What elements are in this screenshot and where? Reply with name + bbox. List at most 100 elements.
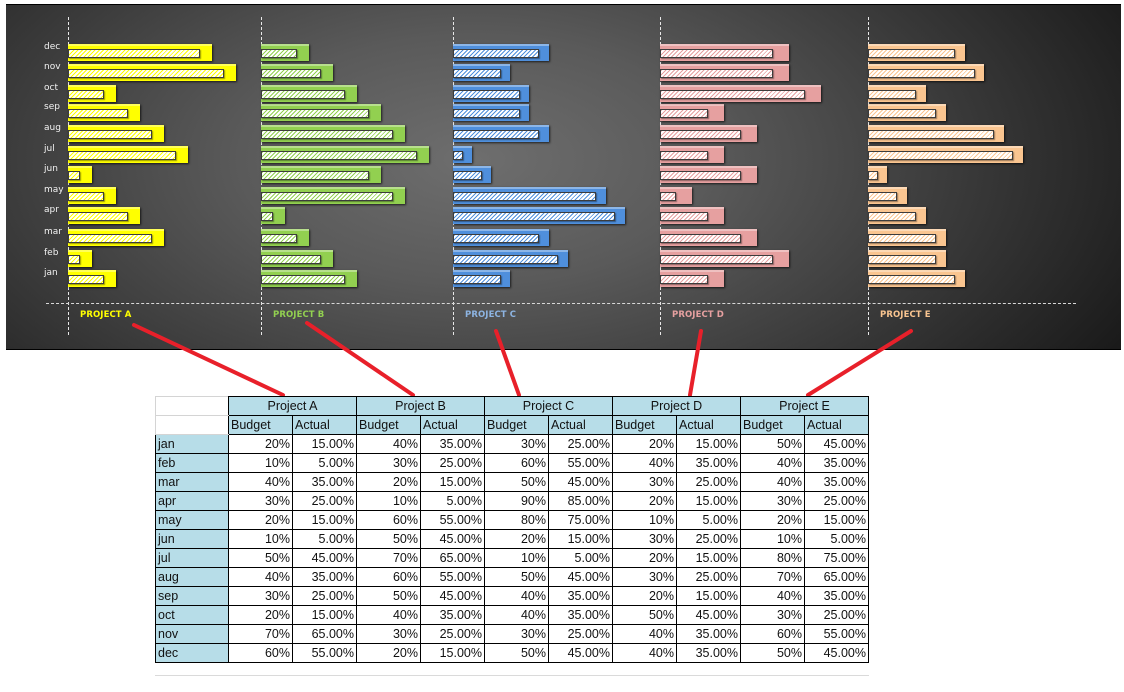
actual-value-cell[interactable]: 25.00% [548,434,613,454]
actual-value-cell[interactable]: 35.00% [292,472,357,492]
actual-value-cell[interactable]: 5.00% [548,548,613,568]
budget-value-cell[interactable]: 20% [612,548,677,568]
budget-value-cell[interactable]: 60% [356,510,421,530]
budget-value-cell[interactable]: 40% [612,453,677,473]
budget-value-cell[interactable]: 20% [484,529,549,549]
actual-value-cell[interactable]: 35.00% [804,586,869,606]
actual-value-cell[interactable]: 35.00% [420,605,485,625]
month-cell[interactable]: dec [155,643,229,663]
actual-value-cell[interactable]: 75.00% [548,510,613,530]
budget-header-cell[interactable]: Budget [740,415,805,435]
actual-value-cell[interactable]: 45.00% [548,567,613,587]
actual-value-cell[interactable]: 55.00% [804,624,869,644]
month-cell[interactable]: may [155,510,229,530]
actual-value-cell[interactable]: 45.00% [420,586,485,606]
actual-header-cell[interactable]: Actual [804,415,869,435]
month-cell[interactable]: nov [155,624,229,644]
budget-value-cell[interactable]: 20% [740,510,805,530]
budget-value-cell[interactable]: 40% [740,472,805,492]
actual-value-cell[interactable]: 15.00% [548,529,613,549]
actual-value-cell[interactable]: 35.00% [548,586,613,606]
actual-value-cell[interactable]: 45.00% [804,434,869,454]
budget-value-cell[interactable]: 80% [740,548,805,568]
budget-value-cell[interactable]: 20% [612,491,677,511]
actual-header-cell[interactable]: Actual [548,415,613,435]
project-header-cell[interactable]: Project B [356,396,485,416]
actual-value-cell[interactable]: 35.00% [548,605,613,625]
month-cell[interactable]: jun [155,529,229,549]
budget-value-cell[interactable]: 50% [356,529,421,549]
budget-value-cell[interactable]: 30% [740,605,805,625]
actual-value-cell[interactable]: 15.00% [676,586,741,606]
budget-value-cell[interactable]: 50% [228,548,293,568]
actual-value-cell[interactable]: 5.00% [804,529,869,549]
budget-value-cell[interactable]: 20% [228,434,293,454]
actual-value-cell[interactable]: 35.00% [420,434,485,454]
budget-value-cell[interactable]: 40% [484,586,549,606]
actual-value-cell[interactable]: 55.00% [292,643,357,663]
actual-value-cell[interactable]: 65.00% [420,548,485,568]
actual-header-cell[interactable]: Actual [676,415,741,435]
actual-header-cell[interactable]: Actual [292,415,357,435]
actual-value-cell[interactable]: 45.00% [676,605,741,625]
project-header-cell[interactable]: Project A [228,396,357,416]
budget-value-cell[interactable]: 30% [612,472,677,492]
budget-value-cell[interactable]: 10% [228,453,293,473]
actual-value-cell[interactable]: 15.00% [292,510,357,530]
budget-value-cell[interactable]: 50% [356,586,421,606]
budget-value-cell[interactable]: 40% [612,624,677,644]
actual-value-cell[interactable]: 15.00% [676,548,741,568]
actual-value-cell[interactable]: 15.00% [676,434,741,454]
actual-value-cell[interactable]: 25.00% [420,453,485,473]
actual-value-cell[interactable]: 35.00% [804,472,869,492]
budget-header-cell[interactable]: Budget [612,415,677,435]
actual-value-cell[interactable]: 15.00% [420,643,485,663]
budget-value-cell[interactable]: 50% [484,472,549,492]
month-cell[interactable]: sep [155,586,229,606]
budget-value-cell[interactable]: 30% [356,453,421,473]
month-cell[interactable]: jan [155,434,229,454]
budget-value-cell[interactable]: 40% [740,453,805,473]
budget-value-cell[interactable]: 60% [740,624,805,644]
actual-value-cell[interactable]: 45.00% [292,548,357,568]
month-cell[interactable]: apr [155,491,229,511]
budget-value-cell[interactable]: 30% [484,434,549,454]
actual-value-cell[interactable]: 25.00% [676,567,741,587]
budget-value-cell[interactable]: 20% [356,472,421,492]
budget-value-cell[interactable]: 20% [612,586,677,606]
actual-value-cell[interactable]: 15.00% [292,434,357,454]
budget-value-cell[interactable]: 50% [484,567,549,587]
budget-value-cell[interactable]: 20% [612,434,677,454]
actual-value-cell[interactable]: 5.00% [676,510,741,530]
budget-value-cell[interactable]: 60% [356,567,421,587]
actual-value-cell[interactable]: 35.00% [676,453,741,473]
month-cell[interactable]: mar [155,472,229,492]
actual-value-cell[interactable]: 45.00% [548,643,613,663]
actual-value-cell[interactable]: 25.00% [676,529,741,549]
actual-value-cell[interactable]: 25.00% [676,472,741,492]
budget-value-cell[interactable]: 40% [356,434,421,454]
actual-value-cell[interactable]: 25.00% [292,586,357,606]
budget-value-cell[interactable]: 40% [228,567,293,587]
month-cell[interactable]: oct [155,605,229,625]
budget-value-cell[interactable]: 40% [356,605,421,625]
budget-header-cell[interactable]: Budget [356,415,421,435]
budget-value-cell[interactable]: 50% [740,434,805,454]
actual-value-cell[interactable]: 45.00% [804,643,869,663]
budget-value-cell[interactable]: 30% [228,586,293,606]
budget-value-cell[interactable]: 20% [356,643,421,663]
budget-value-cell[interactable]: 10% [484,548,549,568]
budget-value-cell[interactable]: 20% [228,605,293,625]
actual-header-cell[interactable]: Actual [420,415,485,435]
budget-value-cell[interactable]: 70% [228,624,293,644]
actual-value-cell[interactable]: 65.00% [292,624,357,644]
budget-header-cell[interactable]: Budget [228,415,293,435]
budget-header-cell[interactable]: Budget [484,415,549,435]
budget-value-cell[interactable]: 60% [484,453,549,473]
budget-value-cell[interactable]: 40% [484,605,549,625]
actual-value-cell[interactable]: 5.00% [420,491,485,511]
budget-value-cell[interactable]: 10% [228,529,293,549]
budget-value-cell[interactable]: 50% [740,643,805,663]
actual-value-cell[interactable]: 35.00% [676,643,741,663]
budget-value-cell[interactable]: 10% [612,510,677,530]
